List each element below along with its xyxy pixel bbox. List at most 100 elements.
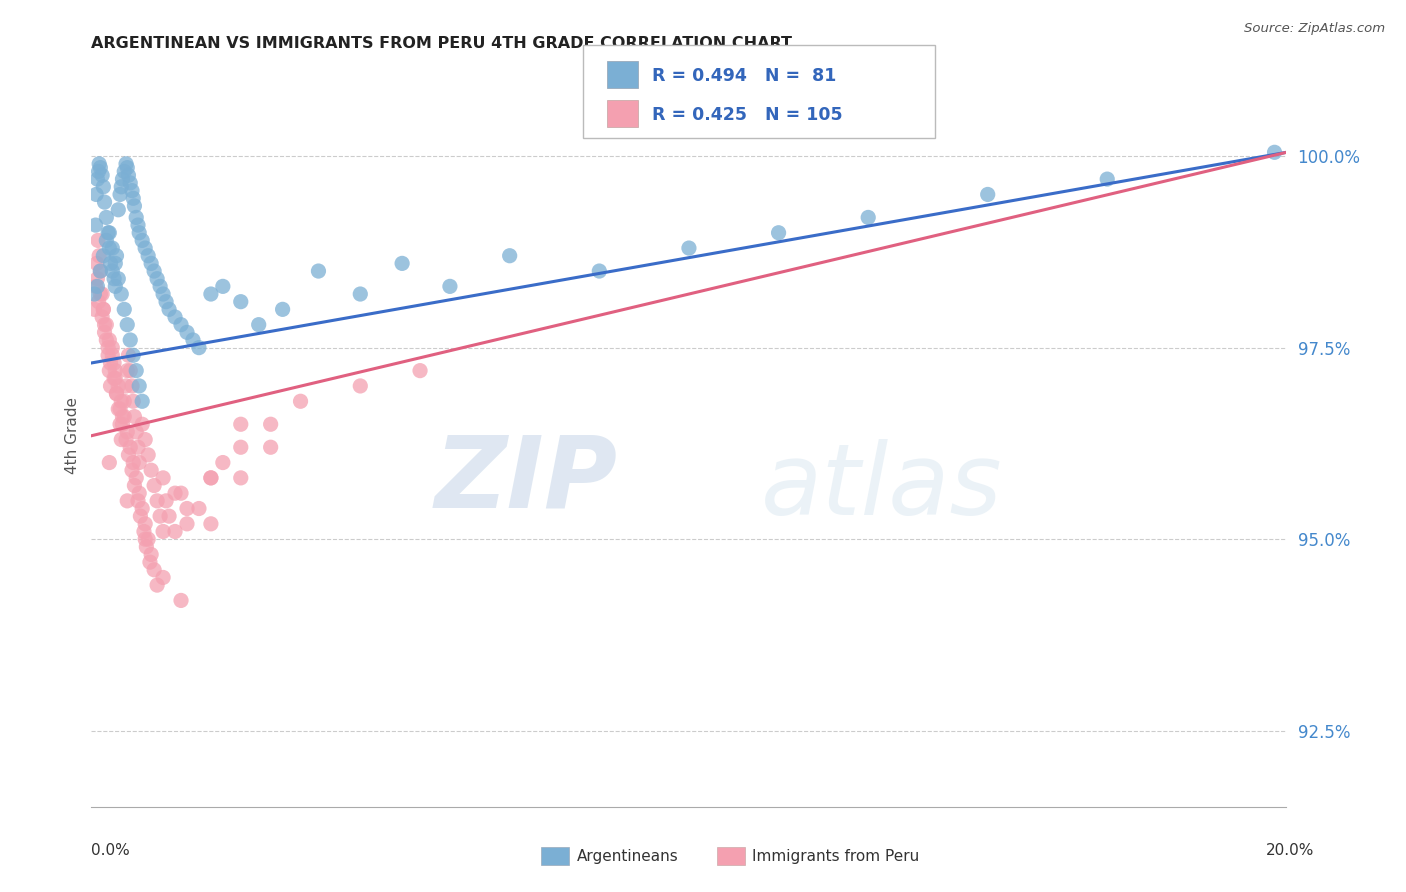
Point [271, 302, 294, 317]
Point [93, 302, 115, 317]
Point [125, 364, 148, 378]
Point [188, 341, 211, 355]
Point [93, 318, 115, 332]
Point [141, 256, 162, 270]
Point [91, 287, 114, 301]
Point [152, 471, 174, 485]
Point [149, 279, 172, 293]
Point [188, 501, 211, 516]
Point [152, 524, 174, 539]
Point [155, 493, 177, 508]
Point [200, 471, 222, 485]
Point [93, 249, 115, 263]
Point [111, 172, 134, 186]
Point [307, 264, 329, 278]
Point [127, 218, 149, 232]
Point [136, 532, 159, 546]
Point [170, 486, 193, 500]
Point [97, 226, 120, 240]
Point [115, 425, 138, 439]
Point [391, 256, 413, 270]
Point [136, 448, 159, 462]
Text: ZIP: ZIP [434, 432, 617, 529]
Point [86, 279, 108, 293]
Point [103, 271, 125, 285]
Point [163, 486, 186, 500]
Point [105, 386, 128, 401]
Text: R = 0.494   N =  81: R = 0.494 N = 81 [652, 67, 837, 85]
Point [176, 501, 198, 516]
Point [349, 287, 371, 301]
Point [112, 164, 135, 178]
Point [120, 176, 142, 190]
Point [135, 540, 157, 554]
Point [120, 440, 142, 454]
Point [110, 433, 132, 447]
Point [96, 234, 118, 248]
Point [1264, 145, 1286, 160]
Point [143, 478, 166, 492]
Point [152, 570, 174, 584]
Point [122, 456, 145, 470]
Point [768, 226, 790, 240]
Point [176, 326, 198, 340]
Point [134, 241, 156, 255]
Point [100, 379, 122, 393]
Point [97, 341, 120, 355]
Point [678, 241, 700, 255]
Point [247, 318, 270, 332]
Point [1097, 172, 1119, 186]
Point [170, 593, 193, 607]
Point [96, 333, 118, 347]
Text: Source: ZipAtlas.com: Source: ZipAtlas.com [1244, 22, 1385, 36]
Point [163, 524, 186, 539]
Point [107, 202, 129, 217]
Point [121, 379, 143, 393]
Point [146, 271, 169, 285]
Point [124, 409, 146, 424]
Point [127, 493, 149, 508]
Point [141, 548, 162, 562]
Point [200, 471, 222, 485]
Point [976, 187, 998, 202]
Point [100, 356, 122, 370]
Point [131, 417, 153, 432]
Point [108, 401, 131, 416]
Point [259, 440, 281, 454]
Point [86, 271, 108, 285]
Point [105, 249, 128, 263]
Point [229, 471, 252, 485]
Point [112, 394, 135, 409]
Point [131, 501, 153, 516]
Point [104, 371, 127, 385]
Point [115, 161, 138, 175]
Point [104, 364, 127, 378]
Point [124, 199, 146, 213]
Text: atlas: atlas [761, 439, 1002, 536]
Point [110, 179, 132, 194]
Point [211, 456, 233, 470]
Point [124, 478, 146, 492]
Point [101, 241, 124, 255]
Point [170, 318, 193, 332]
Point [117, 169, 139, 183]
Point [111, 417, 134, 432]
Point [128, 226, 150, 240]
Point [93, 195, 115, 210]
Point [100, 256, 122, 270]
Point [84, 187, 107, 202]
Point [89, 161, 111, 175]
Point [290, 394, 312, 409]
Point [128, 486, 150, 500]
Point [120, 333, 142, 347]
Point [98, 333, 121, 347]
Point [87, 234, 110, 248]
Point [89, 287, 111, 301]
Point [120, 364, 142, 378]
Point [163, 310, 186, 324]
Point [104, 256, 127, 270]
Point [115, 157, 138, 171]
Point [122, 348, 145, 362]
Point [96, 211, 118, 225]
Point [93, 179, 115, 194]
